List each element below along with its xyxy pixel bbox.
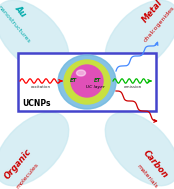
Text: Metal: Metal xyxy=(140,0,164,24)
FancyBboxPatch shape xyxy=(18,53,156,111)
Text: ET: ET xyxy=(94,77,102,83)
Text: excitation: excitation xyxy=(31,85,51,89)
Ellipse shape xyxy=(105,112,174,186)
Ellipse shape xyxy=(105,0,174,74)
Ellipse shape xyxy=(58,55,116,109)
Text: nanostructures: nanostructures xyxy=(0,4,31,44)
Ellipse shape xyxy=(64,60,110,104)
Ellipse shape xyxy=(77,70,85,76)
Text: UCNPs: UCNPs xyxy=(22,99,50,108)
Text: materials: materials xyxy=(136,163,159,189)
Ellipse shape xyxy=(71,65,103,97)
Ellipse shape xyxy=(0,0,69,74)
Text: Au: Au xyxy=(13,3,27,19)
Text: ET: ET xyxy=(70,77,78,83)
Text: Organic: Organic xyxy=(3,147,33,181)
Text: chalcogenides: chalcogenides xyxy=(143,5,174,43)
Text: molecules: molecules xyxy=(16,162,40,189)
Text: emission: emission xyxy=(124,85,142,89)
Text: Carbon: Carbon xyxy=(141,148,169,180)
Ellipse shape xyxy=(0,112,69,186)
Text: UC layer: UC layer xyxy=(86,85,104,89)
